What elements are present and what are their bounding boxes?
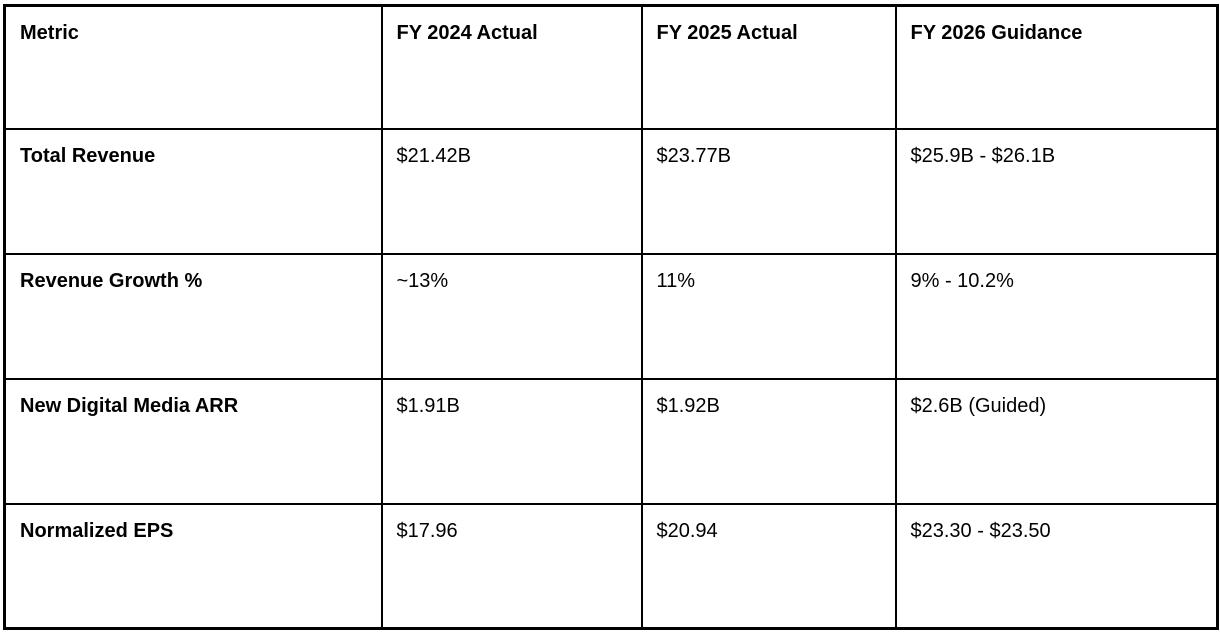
cell-new-digital-media-arr-fy2025: $1.92B [640, 377, 897, 505]
cell-revenue-growth-fy2025: 11% [640, 252, 897, 380]
cell-total-revenue-fy2024: $21.42B [380, 127, 643, 255]
row-label-normalized-eps: Normalized EPS [3, 502, 383, 630]
table-row-new-digital-media-arr: New Digital Media ARR $1.91B $1.92B $2.6… [3, 377, 1219, 505]
header-cell-metric: Metric [3, 4, 383, 130]
header-cell-fy2025-actual: FY 2025 Actual [640, 4, 897, 130]
row-label-total-revenue: Total Revenue [3, 127, 383, 255]
header-cell-fy2024-actual: FY 2024 Actual [380, 4, 643, 130]
row-label-revenue-growth: Revenue Growth % [3, 252, 383, 380]
financial-metrics-table: Metric FY 2024 Actual FY 2025 Actual FY … [3, 4, 1219, 630]
cell-normalized-eps-fy2025: $20.94 [640, 502, 897, 630]
header-cell-fy2026-guidance: FY 2026 Guidance [894, 4, 1219, 130]
row-label-new-digital-media-arr: New Digital Media ARR [3, 377, 383, 505]
table-row-normalized-eps: Normalized EPS $17.96 $20.94 $23.30 - $2… [3, 502, 1219, 630]
cell-revenue-growth-fy2024: ~13% [380, 252, 643, 380]
cell-normalized-eps-fy2024: $17.96 [380, 502, 643, 630]
cell-total-revenue-fy2025: $23.77B [640, 127, 897, 255]
table-header-row: Metric FY 2024 Actual FY 2025 Actual FY … [3, 4, 1219, 130]
cell-revenue-growth-fy2026: 9% - 10.2% [894, 252, 1219, 380]
cell-normalized-eps-fy2026: $23.30 - $23.50 [894, 502, 1219, 630]
cell-new-digital-media-arr-fy2024: $1.91B [380, 377, 643, 505]
cell-new-digital-media-arr-fy2026: $2.6B (Guided) [894, 377, 1219, 505]
table-row-total-revenue: Total Revenue $21.42B $23.77B $25.9B - $… [3, 127, 1219, 255]
cell-total-revenue-fy2026: $25.9B - $26.1B [894, 127, 1219, 255]
table-row-revenue-growth: Revenue Growth % ~13% 11% 9% - 10.2% [3, 252, 1219, 380]
